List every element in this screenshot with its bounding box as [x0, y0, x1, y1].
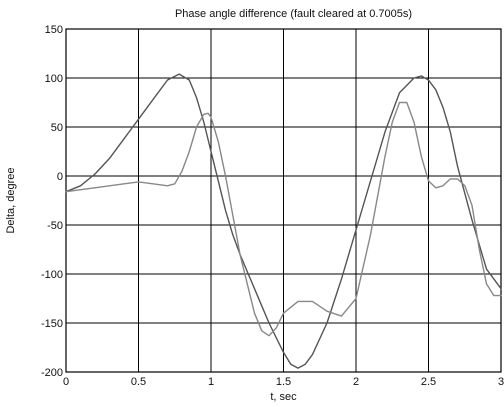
- y-tick-labels: 150 100 50 0 -50 -100 -150 -200: [41, 24, 63, 379]
- y-tick-label: -50: [47, 220, 63, 232]
- chart-title: Phase angle difference (fault cleared at…: [175, 8, 412, 20]
- x-tick-label: 3: [498, 376, 504, 388]
- series-group: [65, 73, 502, 369]
- y-tick-label: 150: [45, 24, 63, 36]
- x-tick-labels: 0 0.5 1 1.5 2 2.5 3: [63, 376, 504, 388]
- x-tick-label: 2: [353, 376, 359, 388]
- grid: [65, 28, 502, 373]
- y-axis-label: Delta, degree: [5, 167, 17, 233]
- series-line-1: [65, 73, 502, 369]
- plot-frame: [65, 28, 502, 373]
- x-tick-label: 1: [208, 376, 214, 388]
- x-axis-label: t, sec: [270, 391, 297, 403]
- series-line-2: [65, 101, 502, 337]
- x-tick-label: 0.5: [131, 376, 146, 388]
- x-tick-label: 0: [63, 376, 69, 388]
- y-tick-label: 100: [45, 73, 63, 85]
- y-tick-label: -200: [41, 367, 63, 379]
- y-tick-label: 0: [57, 171, 63, 183]
- y-tick-label: -100: [41, 269, 63, 281]
- x-tick-label: 1.5: [276, 376, 291, 388]
- y-tick-label: -150: [41, 318, 63, 330]
- x-tick-label: 2.5: [421, 376, 436, 388]
- y-tick-label: 50: [51, 122, 63, 134]
